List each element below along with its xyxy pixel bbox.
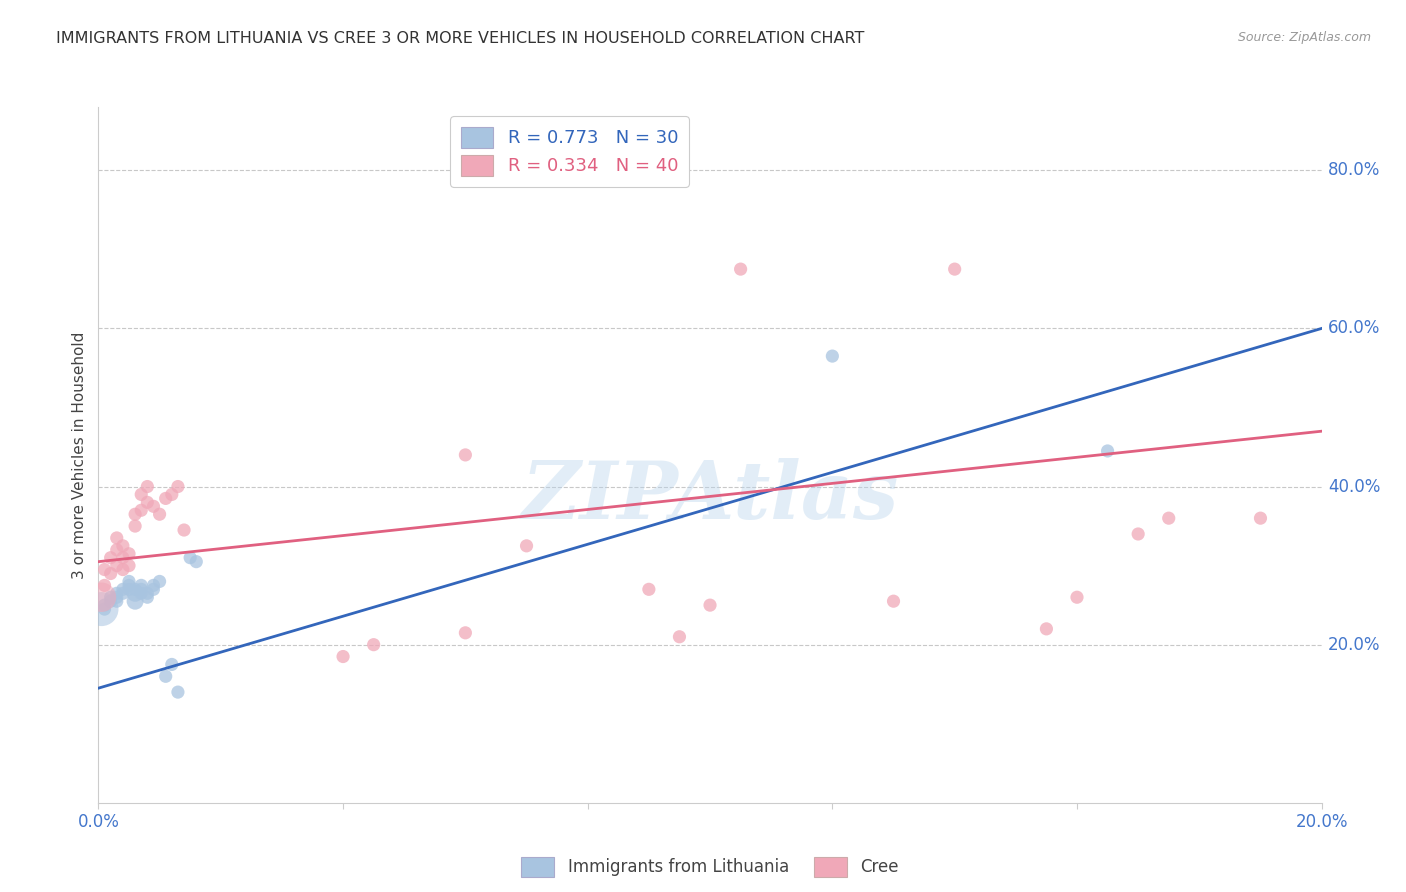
Point — [136, 591, 159, 605]
Point — [129, 578, 152, 592]
Text: 20.0%: 20.0% — [1327, 636, 1381, 654]
Point — [1249, 511, 1271, 525]
Point — [124, 594, 146, 608]
Point — [136, 479, 159, 493]
Point — [118, 547, 141, 561]
Point — [883, 594, 905, 608]
Point — [167, 685, 190, 699]
Point — [668, 630, 690, 644]
Point — [105, 594, 128, 608]
Point — [142, 578, 165, 592]
Point — [637, 582, 661, 597]
Legend: Immigrants from Lithuania, Cree: Immigrants from Lithuania, Cree — [513, 849, 907, 885]
Point — [186, 555, 208, 569]
Point — [118, 578, 141, 592]
Point — [699, 598, 721, 612]
Text: Source: ZipAtlas.com: Source: ZipAtlas.com — [1237, 31, 1371, 45]
Point — [1128, 527, 1150, 541]
Point — [124, 582, 146, 597]
Point — [173, 523, 195, 537]
Y-axis label: 3 or more Vehicles in Household: 3 or more Vehicles in Household — [72, 331, 87, 579]
Point — [454, 448, 477, 462]
Point — [118, 582, 141, 597]
Point — [111, 550, 134, 565]
Point — [111, 586, 134, 600]
Point — [149, 507, 172, 521]
Point — [160, 657, 183, 672]
Point — [179, 550, 201, 565]
Point — [90, 602, 112, 616]
Point — [943, 262, 966, 277]
Point — [100, 550, 122, 565]
Point — [142, 582, 165, 597]
Point — [129, 487, 152, 501]
Point — [332, 649, 354, 664]
Point — [124, 586, 146, 600]
Point — [105, 586, 128, 600]
Text: ZIPAtlas: ZIPAtlas — [522, 458, 898, 535]
Point — [105, 531, 128, 545]
Text: 40.0%: 40.0% — [1327, 477, 1381, 496]
Point — [363, 638, 385, 652]
Point — [118, 558, 141, 573]
Point — [1097, 444, 1119, 458]
Point — [1035, 622, 1057, 636]
Point — [149, 574, 172, 589]
Point — [100, 591, 122, 605]
Point — [100, 566, 122, 581]
Point — [111, 563, 134, 577]
Point — [90, 591, 112, 605]
Point — [167, 479, 190, 493]
Point — [105, 591, 128, 605]
Point — [516, 539, 538, 553]
Point — [160, 487, 183, 501]
Point — [124, 507, 146, 521]
Point — [136, 586, 159, 600]
Point — [93, 563, 115, 577]
Text: 80.0%: 80.0% — [1327, 161, 1381, 179]
Point — [93, 598, 115, 612]
Point — [155, 669, 177, 683]
Point — [93, 578, 115, 592]
Point — [129, 586, 152, 600]
Point — [129, 503, 152, 517]
Point — [129, 582, 152, 597]
Point — [136, 495, 159, 509]
Point — [105, 542, 128, 557]
Point — [454, 625, 477, 640]
Point — [821, 349, 844, 363]
Point — [93, 602, 115, 616]
Point — [124, 519, 146, 533]
Point — [100, 594, 122, 608]
Point — [105, 558, 128, 573]
Point — [1066, 591, 1088, 605]
Point — [111, 582, 134, 597]
Point — [730, 262, 752, 277]
Point — [142, 500, 165, 514]
Point — [1157, 511, 1180, 525]
Point — [155, 491, 177, 506]
Text: IMMIGRANTS FROM LITHUANIA VS CREE 3 OR MORE VEHICLES IN HOUSEHOLD CORRELATION CH: IMMIGRANTS FROM LITHUANIA VS CREE 3 OR M… — [56, 31, 865, 46]
Point — [118, 574, 141, 589]
Point — [111, 539, 134, 553]
Text: 60.0%: 60.0% — [1327, 319, 1381, 337]
